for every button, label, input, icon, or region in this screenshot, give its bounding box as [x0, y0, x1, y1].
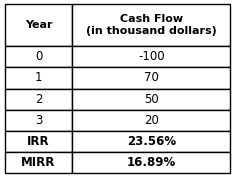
- Bar: [72, 46, 230, 67]
- Bar: [72, 4, 230, 46]
- Text: 0: 0: [35, 50, 42, 63]
- Text: 16.89%: 16.89%: [127, 156, 176, 169]
- Bar: [72, 131, 230, 152]
- Text: 23.56%: 23.56%: [127, 135, 176, 148]
- Bar: [5, 131, 72, 152]
- Text: 50: 50: [144, 93, 159, 106]
- Text: MIRR: MIRR: [21, 156, 56, 169]
- Bar: [72, 88, 230, 110]
- Text: 3: 3: [35, 114, 42, 127]
- Bar: [5, 110, 72, 131]
- Bar: [72, 67, 230, 88]
- Bar: [5, 88, 72, 110]
- Bar: [72, 152, 230, 173]
- Text: 2: 2: [35, 93, 42, 106]
- Text: 20: 20: [144, 114, 159, 127]
- Bar: [5, 152, 72, 173]
- Text: Cash Flow
(in thousand dollars): Cash Flow (in thousand dollars): [86, 14, 217, 36]
- Text: 1: 1: [35, 71, 42, 84]
- Text: -100: -100: [138, 50, 165, 63]
- Bar: [5, 4, 72, 46]
- Text: Year: Year: [25, 20, 52, 30]
- Bar: [5, 67, 72, 88]
- Text: 70: 70: [144, 71, 159, 84]
- Bar: [72, 110, 230, 131]
- Bar: [5, 46, 72, 67]
- Text: IRR: IRR: [27, 135, 50, 148]
